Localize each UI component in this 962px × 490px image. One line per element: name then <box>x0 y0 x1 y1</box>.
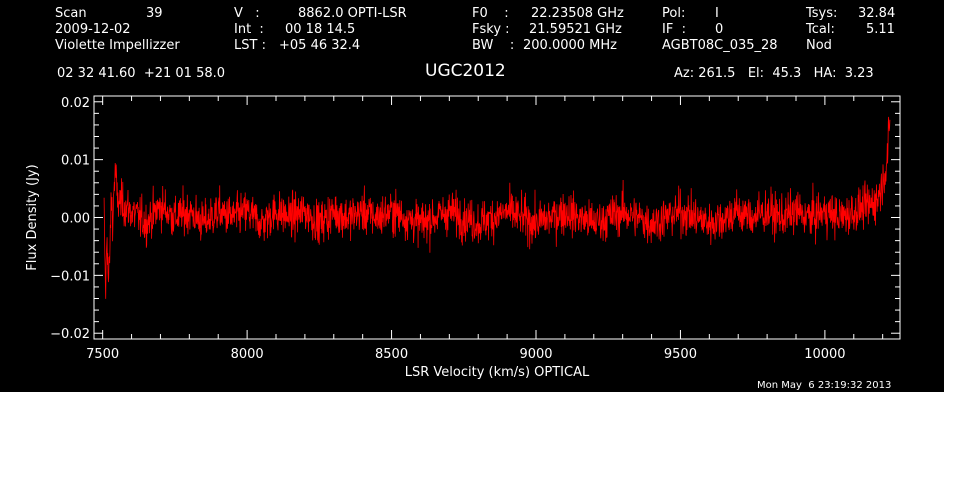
chart-title: UGC2012 <box>425 61 506 81</box>
x-tick-label: 7500 <box>86 347 119 362</box>
bw-label: BW : <box>472 38 515 53</box>
y-tick-label: 0.02 <box>61 96 90 111</box>
project-id: AGBT08C_035_28 <box>662 38 778 53</box>
int-value: 00 18 14.5 <box>285 22 356 37</box>
bw-value: 200.0000 MHz <box>523 38 617 53</box>
y-tick-label: 0.01 <box>61 154 90 169</box>
obs-mode: Nod <box>806 38 832 53</box>
x-tick-label: 9500 <box>664 347 697 362</box>
x-tick-label: 10000 <box>804 347 845 362</box>
az-el-ha: Az: 261.5 El: 45.3 HA: 3.23 <box>674 66 874 81</box>
y-tick-label: 0.00 <box>61 212 90 227</box>
fsky-label: Fsky : <box>472 22 510 37</box>
lst-value: +05 46 32.4 <box>279 38 361 53</box>
spectrum-plot: 7500 8000 8500 9000 9500 10000 −0.02 −0.01 0.00 0… <box>25 95 901 380</box>
pol-value: I <box>715 6 719 21</box>
plot-panel <box>0 0 944 392</box>
scan-value: 39 <box>146 6 163 21</box>
tcal-label: Tcal: <box>806 22 835 37</box>
int-label: Int : <box>234 22 264 37</box>
y-tick-label: −0.02 <box>50 327 90 342</box>
if-label: IF : <box>662 22 686 37</box>
plot-timestamp: Mon May 6 23:19:32 2013 <box>757 380 892 391</box>
spectrum-trace <box>103 116 891 299</box>
x-tick-label: 8000 <box>231 347 264 362</box>
tcal-value: 5.11 <box>866 22 895 37</box>
pol-label: Pol: <box>662 6 686 21</box>
observer-name: Violette Impellizzer <box>55 38 180 53</box>
y-tick-label: −0.01 <box>50 269 90 284</box>
velocity-label: V : <box>234 6 260 21</box>
f0-value: 22.23508 GHz <box>531 6 624 21</box>
tsys-label: Tsys: <box>806 6 838 21</box>
lst-label: LST : <box>234 38 266 53</box>
if-value: 0 <box>715 22 724 37</box>
x-tick-label: 9000 <box>519 347 552 362</box>
x-axis-label: LSR Velocity (km/s) OPTICAL <box>405 365 590 380</box>
y-axis-label: Flux Density (Jy) <box>25 164 40 270</box>
source-coordinates: 02 32 41.60 +21 01 58.0 <box>57 66 226 81</box>
f0-label: F0 : <box>472 6 509 21</box>
tsys-value: 32.84 <box>858 6 896 21</box>
scan-label: Scan <box>55 6 87 21</box>
x-tick-label: 8500 <box>375 347 408 362</box>
fsky-value: 21.59521 GHz <box>529 22 622 37</box>
obs-date: 2009-12-02 <box>55 22 131 37</box>
velocity-value: 8862.0 OPTI-LSR <box>298 6 407 21</box>
